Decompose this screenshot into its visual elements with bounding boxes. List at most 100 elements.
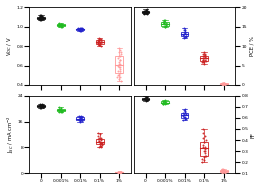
- Point: [144, 95, 148, 98]
- Point: [203, 147, 207, 150]
- Point: [203, 58, 207, 61]
- Point: [38, 15, 42, 18]
- Point: [40, 16, 45, 19]
- Point: [99, 136, 104, 139]
- Point: [77, 115, 81, 118]
- Point: [97, 37, 101, 40]
- Point: [38, 18, 42, 21]
- Point: [79, 118, 83, 121]
- Point: [99, 143, 104, 146]
- Point: [99, 41, 104, 44]
- Point: [202, 61, 206, 64]
- Point: [144, 9, 148, 12]
- Point: [117, 60, 121, 63]
- Point: [59, 108, 63, 111]
- Bar: [76, 117, 84, 120]
- Point: [57, 22, 62, 25]
- Point: [201, 58, 205, 61]
- Point: [79, 114, 83, 117]
- Point: [98, 141, 102, 144]
- Point: [98, 133, 102, 136]
- Point: [161, 20, 165, 23]
- Point: [162, 20, 166, 23]
- Point: [162, 23, 166, 26]
- Point: [38, 17, 43, 20]
- Point: [221, 83, 225, 86]
- Bar: [57, 109, 64, 111]
- Point: [119, 171, 123, 174]
- Point: [76, 27, 80, 30]
- Point: [144, 98, 149, 101]
- Point: [38, 14, 42, 17]
- Point: [221, 167, 226, 170]
- Point: [38, 105, 43, 108]
- Point: [164, 24, 168, 27]
- Point: [162, 102, 166, 105]
- Point: [145, 9, 149, 12]
- Point: [39, 15, 44, 18]
- Point: [222, 170, 227, 173]
- Point: [118, 68, 122, 71]
- Point: [182, 32, 186, 35]
- Point: [57, 24, 62, 27]
- Bar: [200, 56, 208, 61]
- Point: [200, 157, 204, 160]
- Point: [118, 72, 122, 75]
- Point: [161, 100, 165, 103]
- Point: [117, 171, 122, 174]
- Point: [203, 145, 207, 148]
- Point: [98, 42, 102, 45]
- Point: [220, 82, 224, 85]
- Bar: [96, 139, 104, 144]
- Point: [98, 143, 102, 146]
- Point: [96, 138, 100, 141]
- Point: [203, 134, 207, 137]
- Bar: [115, 56, 123, 73]
- Point: [78, 116, 82, 119]
- Point: [163, 24, 167, 27]
- Point: [164, 102, 168, 105]
- Point: [77, 28, 81, 31]
- Point: [203, 52, 207, 55]
- Point: [145, 9, 149, 12]
- Point: [118, 171, 123, 174]
- Point: [222, 171, 226, 174]
- Point: [144, 9, 149, 12]
- Point: [201, 127, 205, 130]
- Point: [97, 40, 101, 43]
- Point: [204, 56, 208, 59]
- Point: [118, 76, 122, 79]
- Point: [41, 15, 45, 18]
- Point: [143, 10, 147, 13]
- Point: [145, 11, 149, 14]
- Point: [41, 105, 45, 108]
- Point: [202, 62, 206, 65]
- Point: [204, 59, 208, 62]
- Point: [39, 104, 43, 107]
- Point: [117, 78, 121, 81]
- Point: [99, 141, 103, 144]
- Point: [220, 171, 224, 174]
- Point: [80, 117, 84, 120]
- Point: [39, 15, 44, 18]
- Point: [162, 101, 167, 104]
- Point: [38, 103, 42, 106]
- Point: [76, 118, 81, 121]
- Point: [162, 18, 166, 21]
- Point: [145, 12, 149, 15]
- Point: [59, 23, 63, 26]
- Point: [59, 108, 63, 111]
- Point: [164, 22, 169, 25]
- Point: [117, 74, 121, 77]
- Point: [222, 83, 226, 86]
- Point: [161, 101, 165, 104]
- Bar: [115, 172, 123, 173]
- Point: [78, 115, 82, 119]
- Point: [97, 43, 101, 46]
- Point: [184, 113, 188, 116]
- Point: [118, 54, 122, 57]
- Point: [220, 82, 224, 85]
- Point: [60, 25, 64, 28]
- Point: [99, 146, 103, 149]
- Point: [37, 16, 41, 19]
